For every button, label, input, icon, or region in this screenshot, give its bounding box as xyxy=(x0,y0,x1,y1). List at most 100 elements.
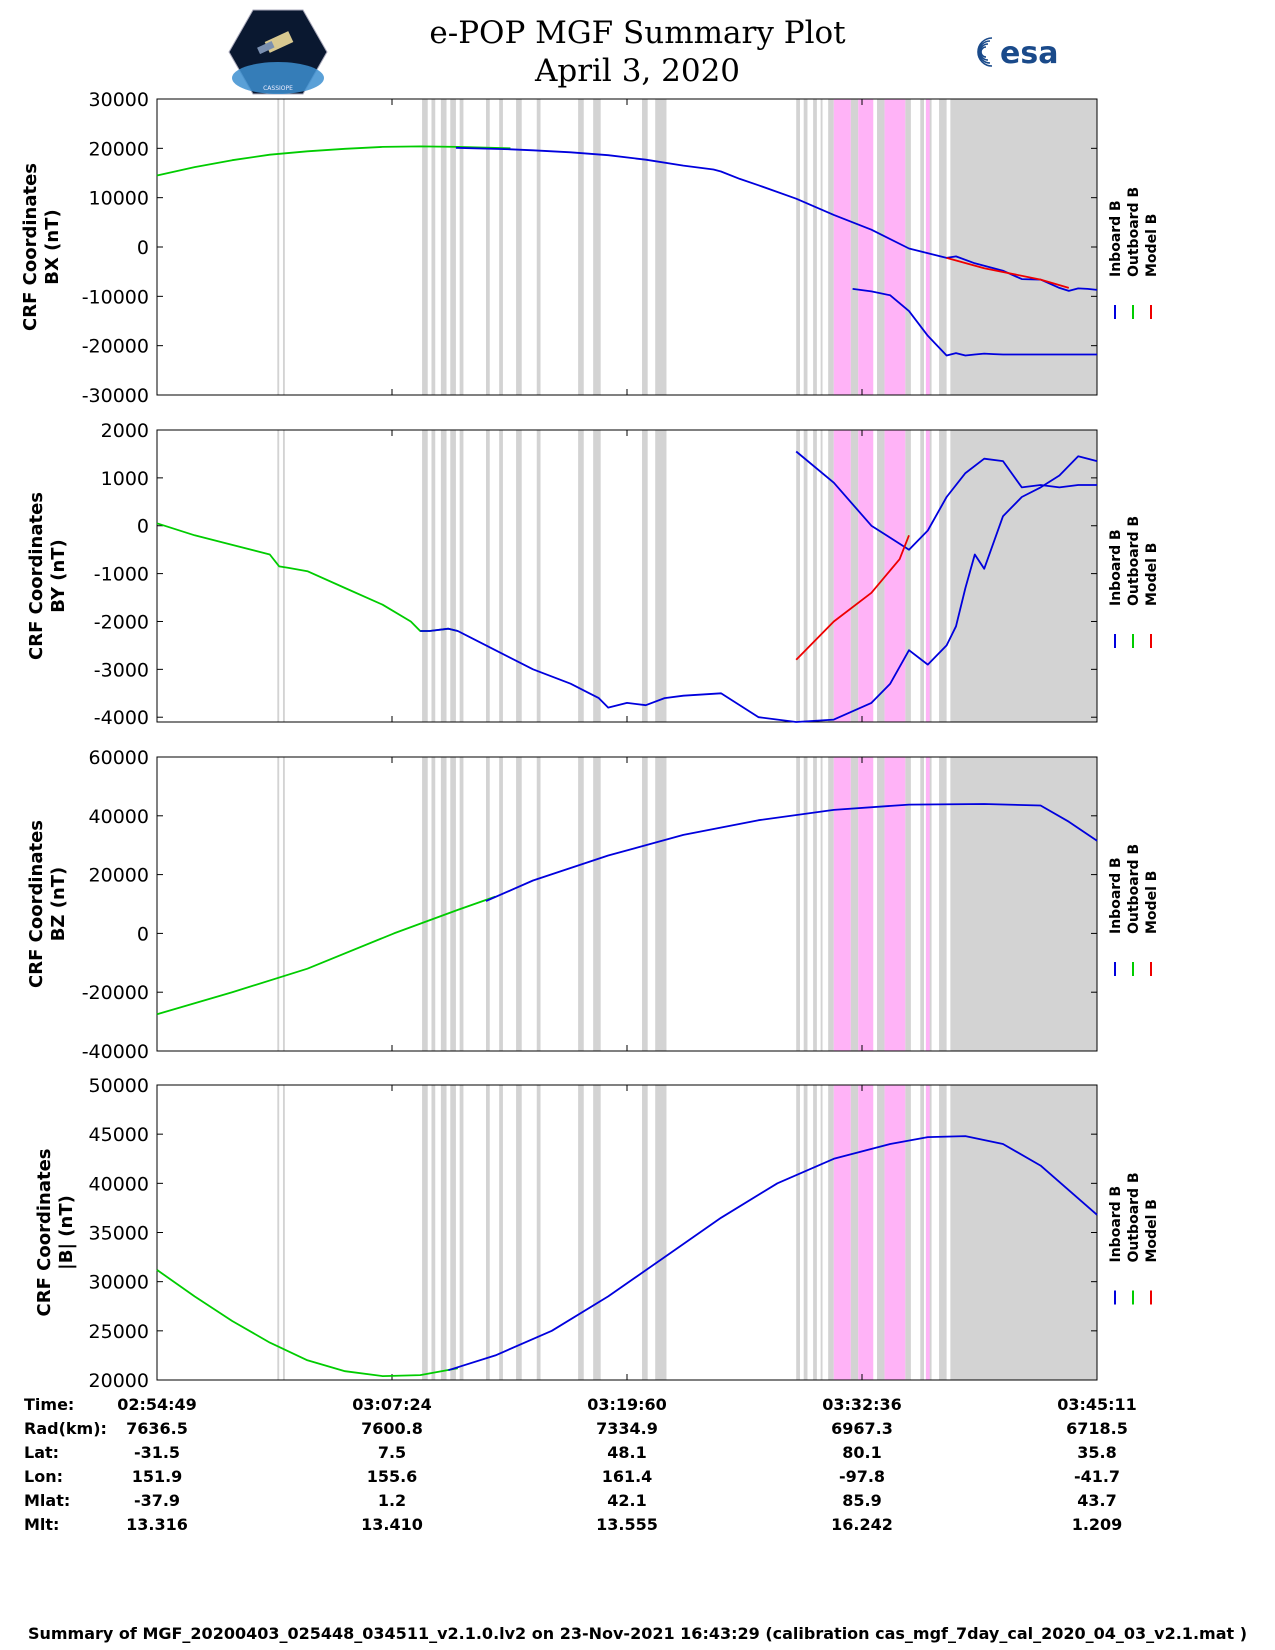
data-gap-band xyxy=(920,99,925,395)
legend-label: Outboard B xyxy=(1126,1172,1142,1262)
series-line-model xyxy=(946,257,1070,289)
data-gap-band xyxy=(920,1085,925,1380)
data-gap-band-pink xyxy=(858,1085,874,1380)
y-tick-label: -2000 xyxy=(94,611,149,633)
tick-rad: 7334.9 xyxy=(596,1419,658,1438)
title-line-1: e-POP MGF Summary Plot xyxy=(429,15,846,51)
svg-text:CASSIOPE: CASSIOPE xyxy=(263,85,293,92)
data-gap-band xyxy=(950,757,1097,1051)
y-tick-label: -20000 xyxy=(82,336,149,358)
legend-label: Model B xyxy=(1144,214,1160,277)
data-gap-band xyxy=(282,99,285,395)
data-gap-band xyxy=(820,430,823,722)
tick-rad: 7600.8 xyxy=(361,1419,423,1438)
tick-mlt: 13.410 xyxy=(361,1515,423,1534)
data-gap-band xyxy=(486,430,490,722)
data-gap-band xyxy=(850,757,859,1051)
y-axis-label: CRF Coordinates xyxy=(26,820,47,988)
data-gap-band xyxy=(422,757,428,1051)
data-gap-band xyxy=(803,757,808,1051)
data-gap-band xyxy=(282,430,285,722)
data-gap-band xyxy=(459,1085,464,1380)
y-tick-label: 45000 xyxy=(89,1124,149,1146)
data-gap-band xyxy=(828,1085,834,1380)
tick-mlat: -37.9 xyxy=(133,1491,181,1510)
y-axis-label: CRF Coordinates xyxy=(34,1149,55,1317)
data-gap-band xyxy=(939,757,947,1051)
data-gap-band xyxy=(459,99,464,395)
data-gap-band xyxy=(499,430,503,722)
data-gap-band xyxy=(593,757,601,1051)
legend-label: Outboard B xyxy=(1126,187,1142,277)
data-gap-band xyxy=(440,99,447,395)
plot-panel-1: -30000 -20000 -10000 0 10000 20000 30000 CRF Co… xyxy=(20,89,1160,407)
tick-mlat: 85.9 xyxy=(842,1491,882,1510)
page-title: e-POP MGF Summary Plot April 3, 2020 xyxy=(0,14,1275,90)
data-gap-band xyxy=(642,757,648,1051)
data-gap-band xyxy=(486,1085,490,1380)
data-gap-band-pink xyxy=(884,430,906,722)
y-tick-label: 20000 xyxy=(89,138,149,160)
data-gap-band-pink xyxy=(884,99,906,395)
data-gap-band xyxy=(655,99,667,395)
tick-lon: 155.6 xyxy=(366,1467,418,1486)
y-axis-label: CRF Coordinates xyxy=(26,492,47,660)
series-line-inboard xyxy=(448,1135,1098,1372)
y-tick-label: -40000 xyxy=(82,1041,149,1063)
data-gap-band-pink xyxy=(925,757,930,1051)
y-tick-label: -1000 xyxy=(94,564,149,586)
tick-lon: -41.7 xyxy=(1073,1467,1121,1486)
info-row-label-time: Time: xyxy=(24,1395,75,1414)
data-gap-band-pink xyxy=(858,99,874,395)
tick-time: 03:19:60 xyxy=(587,1395,667,1414)
data-gap-band-pink xyxy=(833,99,851,395)
y-tick-label: -10000 xyxy=(82,286,149,308)
legend: Inboard B Outboard B Model B xyxy=(1108,187,1160,319)
tick-time: 02:54:49 xyxy=(117,1395,197,1414)
data-gap-band-pink xyxy=(884,1085,906,1380)
y-tick-label: 30000 xyxy=(89,89,149,111)
data-gap-band xyxy=(450,99,456,395)
data-gap-band xyxy=(803,430,808,722)
data-gap-band xyxy=(939,1085,947,1380)
data-gap-band xyxy=(796,99,800,395)
legend: Inboard B Outboard B Model B xyxy=(1108,516,1160,648)
y-tick-label: -20000 xyxy=(82,982,149,1004)
data-gap-band xyxy=(803,1085,808,1380)
svg-text:esa: esa xyxy=(1000,36,1058,71)
data-gap-band xyxy=(277,430,280,722)
data-gap-band xyxy=(877,757,885,1051)
esa-logo: esa xyxy=(977,36,1058,71)
data-gap-band xyxy=(877,430,885,722)
series-line-outboard xyxy=(156,145,511,177)
tick-rad: 6967.3 xyxy=(831,1419,893,1438)
data-gap-band-pink xyxy=(833,757,851,1051)
data-gap-band xyxy=(813,1085,817,1380)
data-gap-band xyxy=(578,757,584,1051)
series-line-inboard xyxy=(795,450,1097,551)
tick-mlt: 1.209 xyxy=(1071,1515,1123,1534)
data-gap-band xyxy=(877,99,885,395)
data-gap-band xyxy=(431,430,436,722)
y-axis-label: |B| (nT) xyxy=(56,1195,77,1270)
data-gap-band xyxy=(813,757,817,1051)
data-gap-band xyxy=(813,99,817,395)
tick-rad: 6718.5 xyxy=(1066,1419,1128,1438)
y-tick-label: 35000 xyxy=(89,1223,149,1245)
data-gap-band xyxy=(803,99,808,395)
legend-label: Outboard B xyxy=(1126,516,1142,606)
data-gap-band xyxy=(578,430,584,722)
legend-label: Model B xyxy=(1144,543,1160,606)
y-tick-label: 30000 xyxy=(89,1272,149,1294)
series-line-outboard xyxy=(156,1269,458,1377)
y-tick-label: 0 xyxy=(137,237,149,259)
y-axis-label: BY (nT) xyxy=(48,539,69,613)
data-gap-band xyxy=(450,1085,456,1380)
y-tick-label: 50000 xyxy=(89,1075,149,1097)
tick-lat: 48.1 xyxy=(607,1443,647,1462)
title-line-2: April 3, 2020 xyxy=(534,53,741,89)
y-tick-label: -4000 xyxy=(94,707,149,729)
data-gap-band xyxy=(578,99,584,395)
data-gap-band xyxy=(813,430,817,722)
tick-time: 03:45:11 xyxy=(1057,1395,1137,1414)
